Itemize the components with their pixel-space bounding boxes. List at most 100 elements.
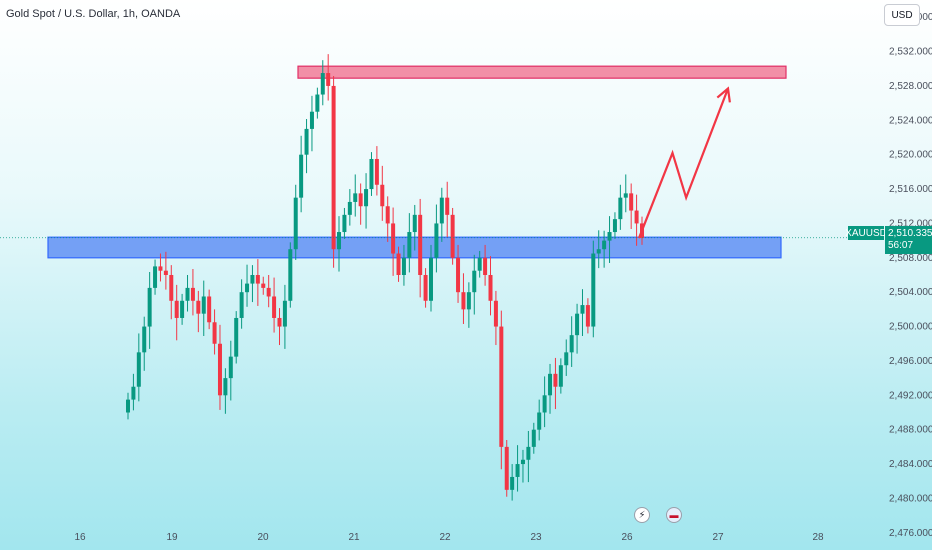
candle-body [131,386,136,400]
candle-body [418,214,423,275]
candle-body [537,412,542,430]
candle-body [255,275,260,284]
candle-body [369,158,374,190]
candle-body [342,214,347,233]
x-tick-label: 22 [439,532,451,543]
candle-body [374,158,379,185]
candle-body [461,292,466,310]
candle-body [201,296,206,314]
candle-body [483,257,488,275]
candle-body [558,365,563,387]
candle-body [337,232,342,250]
y-tick-label: 2,500.000 [889,322,932,333]
x-tick-label: 28 [812,532,824,543]
candle-body [126,399,130,413]
candle-body [320,73,325,95]
projection-arrowhead [716,86,731,103]
y-tick-label: 2,488.000 [889,425,932,436]
candle-body [488,275,493,301]
candle-body [520,459,525,465]
candle-body [531,429,536,447]
bar-countdown: 56:07 [888,240,914,251]
candle-body [477,257,482,271]
currency-button[interactable]: USD [884,4,920,26]
y-tick-label: 2,532.000 [889,47,932,58]
chart-title: Gold Spot / U.S. Dollar, 1h, OANDA [6,8,181,20]
candle-body [293,197,298,250]
last-price-tag: XAUUSD 2,510.335 56:07 [845,226,932,254]
candle-body [396,253,401,275]
candle-body [272,296,277,318]
candle-body [364,189,369,207]
candle-body [385,206,390,224]
candle-body [585,305,590,327]
candle-body [158,266,163,271]
candle-body [163,270,168,275]
symbol-label: XAUUSD [845,226,887,240]
candle-body [553,373,558,387]
candle-body [456,257,461,293]
resistance-zone [297,65,787,79]
candle-body [304,128,309,155]
x-tick-label: 20 [257,532,269,543]
us-flag-glyph: ▬ [669,510,679,520]
candle-body [428,257,433,301]
candle-body [450,214,455,258]
x-tick-label: 27 [712,532,724,543]
y-tick-label: 2,528.000 [889,81,932,92]
candle-body [234,317,239,357]
candle-body [358,193,363,207]
candle-body [591,253,596,327]
candle-body [217,343,222,396]
candle-body [326,73,331,86]
candle-body [309,111,314,129]
candle-body [472,270,477,293]
candle-body [380,184,385,207]
candle-body [526,446,531,460]
projection-path [637,88,730,239]
candle-body [499,326,504,447]
candle-body [569,335,574,353]
y-tick-label: 2,480.000 [889,493,932,504]
candle-body [261,283,266,288]
candle-body [169,275,174,301]
candle-body [439,197,444,224]
candle-body [299,154,304,198]
candle-body [136,352,141,387]
y-tick-label: 2,492.000 [889,390,932,401]
candle-body [575,313,580,336]
candle-body [185,287,190,301]
lightning-icon[interactable]: ⚡ [634,507,650,523]
candle-body [190,287,195,301]
last-price: 2,510.335 [888,228,932,239]
candle-body [353,193,358,202]
candle-body [596,249,601,254]
candle-body [250,275,255,284]
candle-body [564,352,569,366]
candle-body [174,300,179,318]
y-tick-label: 2,504.000 [889,287,932,298]
candle-body [607,232,612,241]
candle-body [412,214,417,233]
candle-body [207,296,212,323]
candle-body [629,193,634,211]
candle-body [466,292,471,310]
candle-body [180,300,185,318]
candle-body [542,395,547,413]
candle-body [331,85,336,250]
y-tick-label: 2,520.000 [889,150,932,161]
x-tick-label: 21 [348,532,360,543]
candle-body [602,240,607,250]
candle-body [223,378,228,396]
us-flag-icon[interactable]: ▬ [666,507,682,523]
candle-body [504,446,509,490]
y-tick-label: 2,516.000 [889,184,932,195]
x-tick-label: 19 [166,532,178,543]
candle-body [153,266,158,288]
y-tick-label: 2,512.000 [889,218,932,229]
x-tick-label: 26 [621,532,633,543]
candle-body [282,300,287,327]
candle-body [196,300,201,314]
